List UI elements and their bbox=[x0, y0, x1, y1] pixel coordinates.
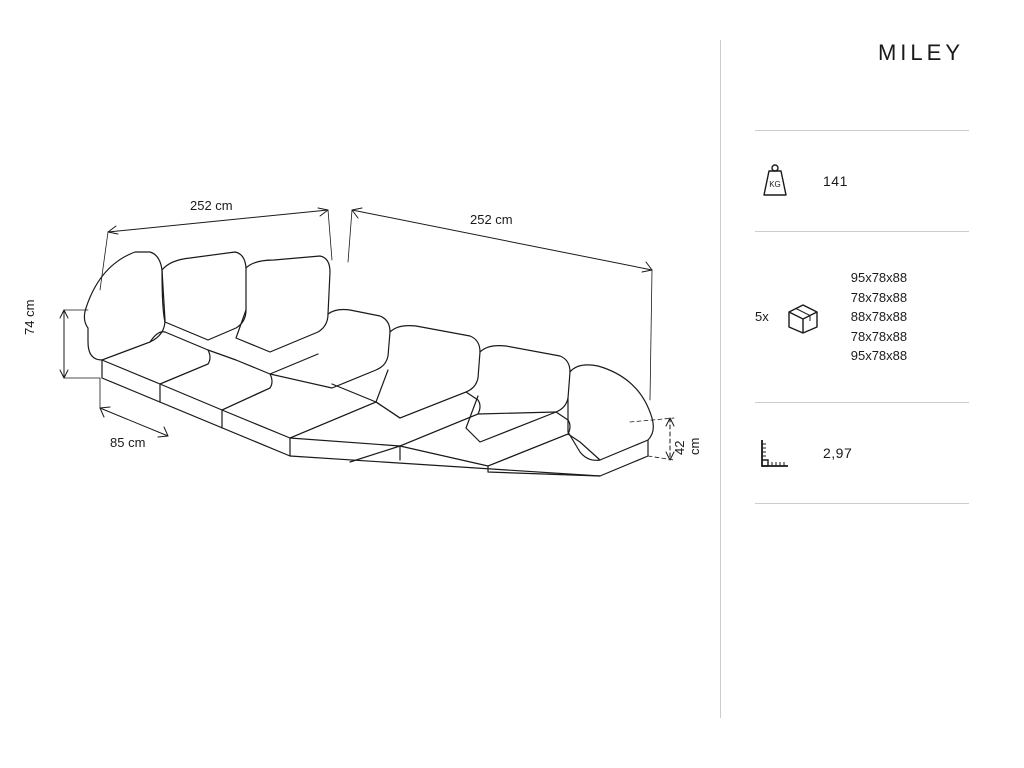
dim-depth: 85 cm bbox=[110, 435, 145, 450]
box-icon bbox=[783, 297, 823, 337]
package-line: 95x78x88 bbox=[851, 268, 907, 288]
spec-row-packages: 5x 95x78x88 78x78x88 88x78x88 78x78x88 9… bbox=[755, 231, 969, 402]
dim-height: 74 cm bbox=[22, 300, 37, 335]
weight-icon: KG bbox=[755, 161, 795, 201]
volume-value: 2,97 bbox=[823, 445, 852, 461]
package-line: 78x78x88 bbox=[851, 327, 907, 347]
package-line: 78x78x88 bbox=[851, 288, 907, 308]
dim-seat-height: 42 cm bbox=[672, 437, 702, 455]
spec-row-weight: KG 141 bbox=[755, 130, 969, 231]
package-dimensions: 95x78x88 78x78x88 88x78x88 78x78x88 95x7… bbox=[851, 268, 907, 366]
spec-panel: KG 141 5x 95x78x88 78x78x88 88x78x88 78x… bbox=[755, 130, 969, 504]
spec-row-volume: 2,97 bbox=[755, 402, 969, 504]
sofa-diagram: 252 cm 252 cm 74 cm 85 cm 42 cm bbox=[40, 160, 690, 520]
package-line: 95x78x88 bbox=[851, 346, 907, 366]
package-line: 88x78x88 bbox=[851, 307, 907, 327]
dim-width-left: 252 cm bbox=[190, 198, 233, 213]
ruler-icon bbox=[755, 433, 795, 473]
dim-width-right: 252 cm bbox=[470, 212, 513, 227]
vertical-divider bbox=[720, 40, 721, 718]
package-count: 5x bbox=[755, 309, 769, 324]
weight-value: 141 bbox=[823, 173, 848, 189]
svg-text:KG: KG bbox=[769, 180, 781, 189]
product-title: MILEY bbox=[878, 40, 964, 66]
